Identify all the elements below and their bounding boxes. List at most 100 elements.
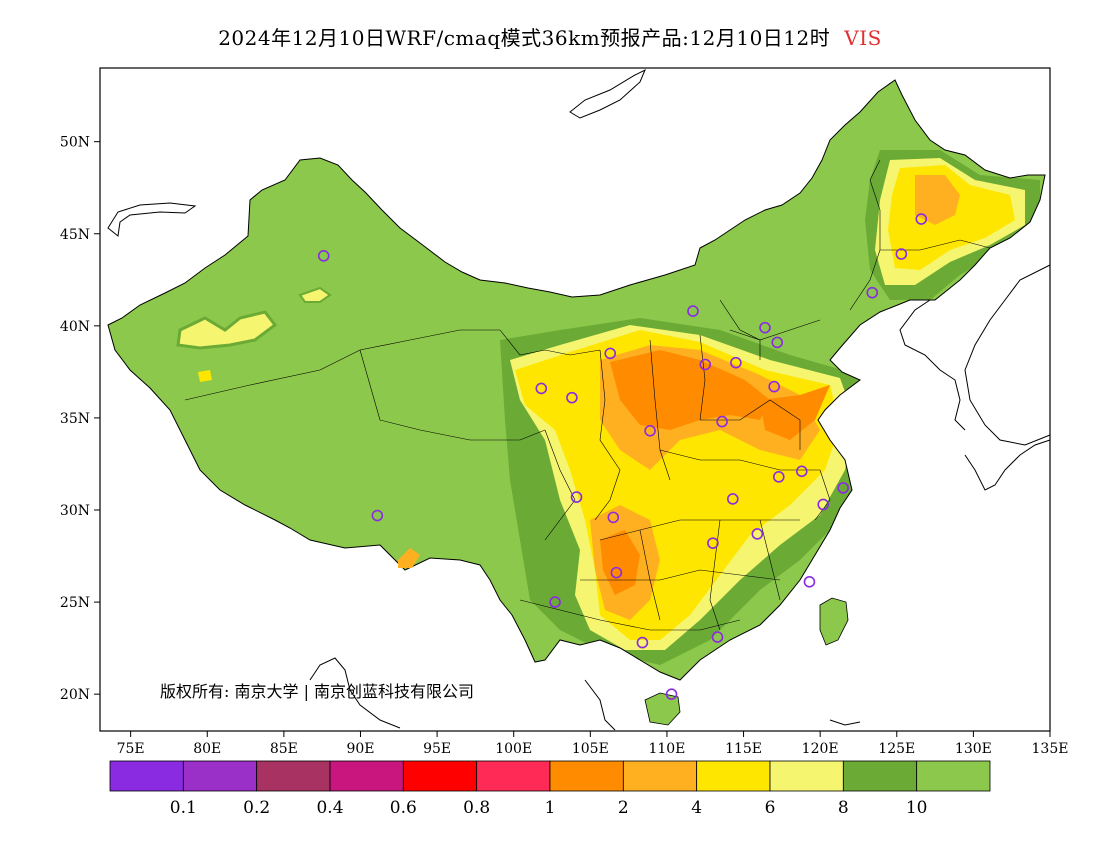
station-marker xyxy=(707,537,719,549)
station-marker xyxy=(699,358,712,371)
station-marker xyxy=(665,688,678,700)
caspian-coast-outline xyxy=(107,202,197,237)
station-marker xyxy=(837,482,849,494)
lon-tick-label: 125E xyxy=(878,741,915,757)
lat-tick-label: 50N xyxy=(60,135,90,151)
lat-tick-label: 45N xyxy=(60,227,90,243)
jilin-liaoning-boundary xyxy=(849,159,881,311)
beijing-tianjin-boundary xyxy=(729,329,761,360)
station-marker xyxy=(727,493,739,505)
yunnan-guangdong-boundary xyxy=(519,599,741,631)
station-marker xyxy=(915,213,928,225)
legend-swatch xyxy=(109,760,184,792)
station-marker xyxy=(566,391,578,404)
guangxi-boundary xyxy=(639,529,661,621)
station-marker xyxy=(751,528,764,540)
hunan-jiangxi-boundary xyxy=(599,519,800,541)
legend-swatch xyxy=(549,760,624,792)
legend-swatch xyxy=(182,760,258,792)
shaanxi-west-boundary xyxy=(594,349,621,521)
indochina-coast-outline xyxy=(584,679,616,731)
visibility-patch-small xyxy=(198,370,212,382)
lat-tick-label: 40N xyxy=(60,319,90,335)
lon-tick-label: 135E xyxy=(1032,741,1069,757)
color-legend: 0.1 0.2 0.4 0.6 0.8 1 2 4 6 8 10 xyxy=(109,760,991,818)
longitude-axis: 75E 80E 85E 90E 95E 100E 105E 110E 115E 120E 125E 1… xyxy=(117,731,1069,757)
station-marker xyxy=(607,511,620,524)
lon-tick-label: 95E xyxy=(423,741,451,757)
shaanxi-shanxi-boundary xyxy=(649,339,671,481)
visibility-patch-xinjiang xyxy=(176,310,278,350)
legend-label: 0.4 xyxy=(316,798,343,818)
station-marker xyxy=(604,347,617,360)
lon-tick-label: 120E xyxy=(802,741,839,757)
map-title: 2024年12月10日WRF/cmaq模式36km预报产品:12月10日12时 V… xyxy=(0,22,1100,51)
legend-label: 6 xyxy=(765,798,776,818)
legend-label: 0.6 xyxy=(390,798,417,818)
china-outline xyxy=(107,79,1046,681)
station-marker xyxy=(687,305,699,317)
title-text: 2024年12月10日WRF/cmaq模式36km预报产品:12月10日12时 xyxy=(218,26,831,50)
station-marker xyxy=(535,382,548,395)
legend-label: 8 xyxy=(838,798,849,818)
kyushu-outline xyxy=(964,439,1051,491)
legend-swatch xyxy=(622,760,698,792)
station-marker xyxy=(768,380,780,393)
stations-layer xyxy=(317,213,928,700)
station-marker xyxy=(644,425,656,437)
visibility-patch-tibet-south xyxy=(398,548,420,568)
lat-tick-label: 20N xyxy=(60,687,90,703)
field-1-2-guizhou xyxy=(600,530,640,595)
hubei-anhui-boundary xyxy=(659,449,820,471)
station-marker xyxy=(759,321,771,334)
guizhou-guangxi-boundary xyxy=(580,569,781,581)
legend-swatch xyxy=(402,760,478,792)
field-1-2-shandong xyxy=(760,385,830,440)
lon-tick-label: 80E xyxy=(193,741,221,757)
lon-tick-label: 105E xyxy=(572,741,609,757)
lon-tick-label: 130E xyxy=(955,741,992,757)
station-marker xyxy=(317,250,330,262)
legend-swatch xyxy=(842,760,918,792)
coastlines xyxy=(107,68,1051,731)
lon-tick-label: 110E xyxy=(648,741,685,757)
station-marker xyxy=(570,491,583,503)
station-marker xyxy=(771,336,784,349)
korean-peninsula-outline xyxy=(899,299,966,431)
station-marker xyxy=(610,566,623,579)
legend-swatch xyxy=(916,760,991,792)
lon-tick-label: 100E xyxy=(495,741,532,757)
legend-swatch xyxy=(329,760,404,792)
legend-label: 4 xyxy=(691,798,702,818)
station-marker xyxy=(817,498,830,511)
bay-of-bengal-outline xyxy=(309,657,401,729)
gansu-boundary xyxy=(499,329,601,356)
hainan-island xyxy=(644,692,681,726)
station-marker xyxy=(795,465,808,478)
station-marker xyxy=(730,356,742,369)
legend-label: 10 xyxy=(906,798,928,818)
legend-label: 0.8 xyxy=(463,798,490,818)
field-1-2-north-china xyxy=(610,350,770,430)
copyright-text: 版权所有: 南京大学 | 南京创蓝科技有限公司 xyxy=(160,682,474,701)
lake-baikal-outline xyxy=(569,68,646,119)
shanxi-hebei-boundary xyxy=(699,334,706,421)
station-marker xyxy=(866,286,879,299)
luzon-outline xyxy=(829,719,861,726)
station-marker xyxy=(772,471,785,483)
legend-swatch xyxy=(696,760,771,792)
map-frame xyxy=(99,67,1051,732)
legend-swatch xyxy=(769,760,844,792)
lat-tick-label: 35N xyxy=(60,411,90,427)
latitude-axis: 50N 45N 40N 35N 30N 25N 20N xyxy=(60,135,100,703)
korea-japan-coast-outline xyxy=(964,264,1051,446)
legend-label: 2 xyxy=(618,798,629,818)
sichuan-west-boundary xyxy=(544,429,576,541)
legend-swatch xyxy=(476,760,551,792)
lon-tick-label: 85E xyxy=(270,741,298,757)
lat-tick-label: 25N xyxy=(60,595,90,611)
legend-label: 0.2 xyxy=(243,798,270,818)
station-marker xyxy=(371,509,384,522)
station-marker xyxy=(895,248,908,260)
